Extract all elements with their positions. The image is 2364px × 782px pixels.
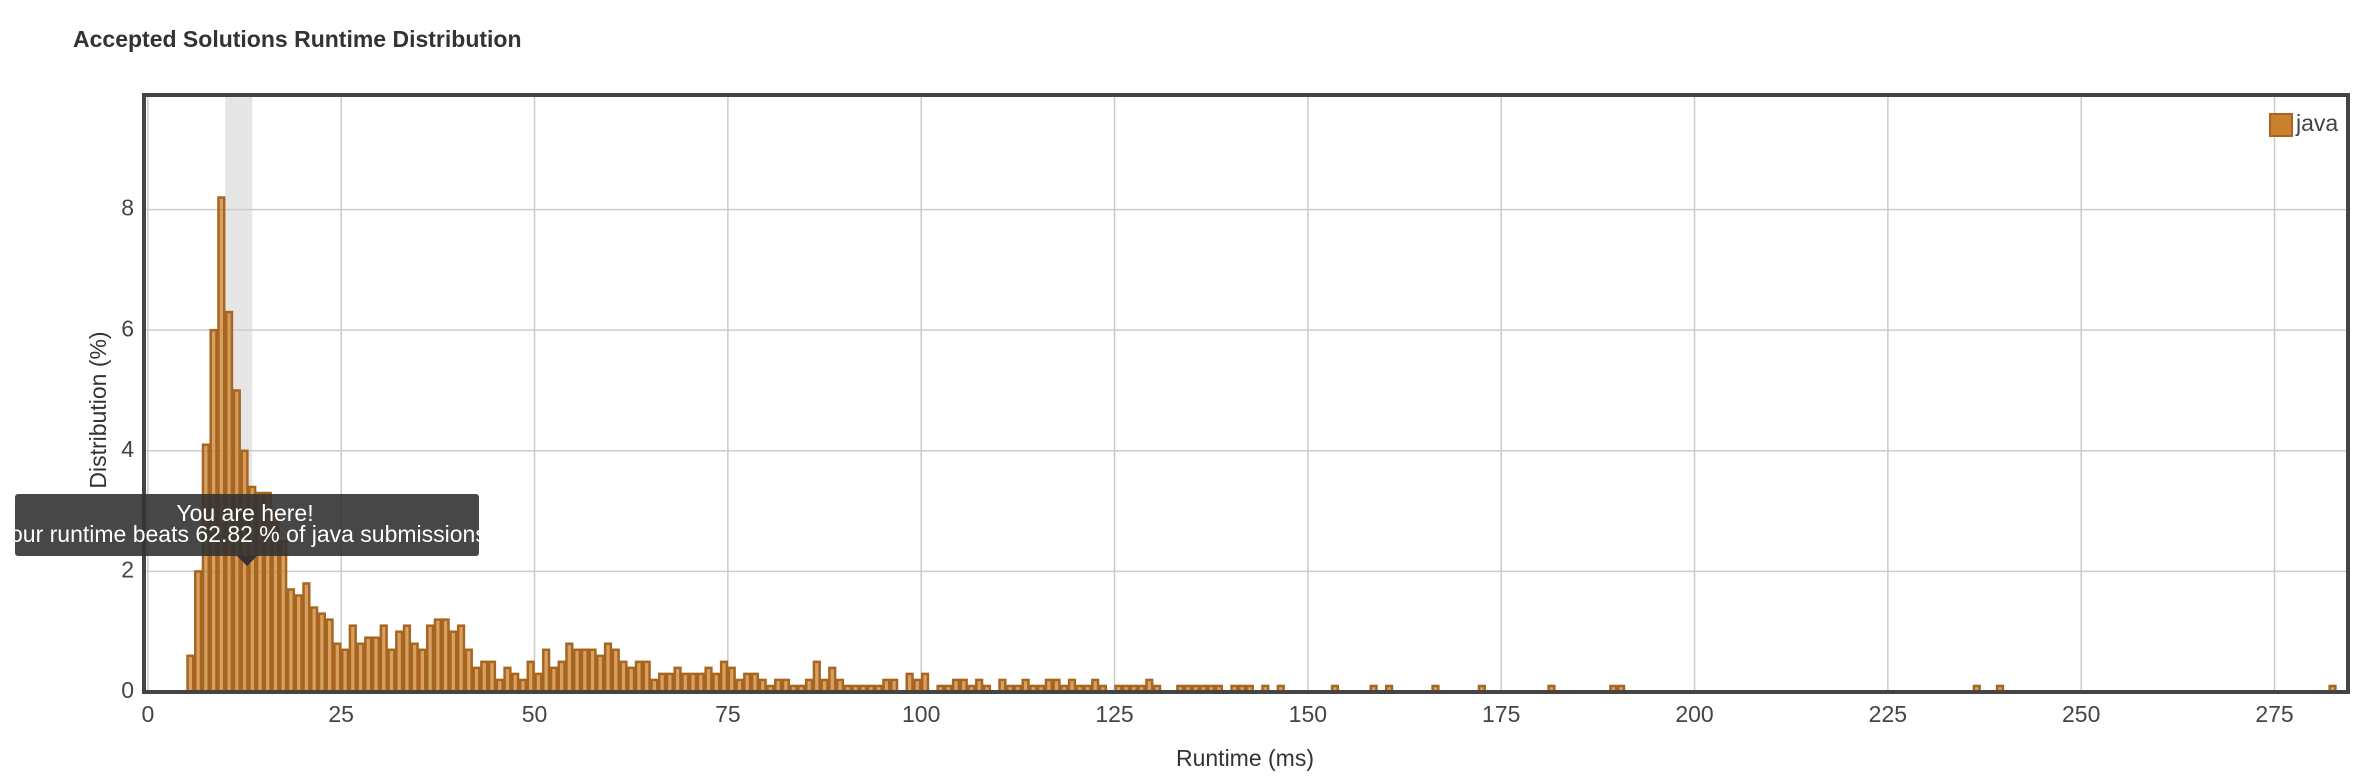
x-tick-label: 250 bbox=[2062, 701, 2100, 727]
bar bbox=[395, 630, 404, 694]
bar bbox=[619, 660, 628, 694]
bar bbox=[542, 648, 551, 694]
bar bbox=[402, 624, 412, 694]
bar bbox=[920, 672, 930, 694]
bar bbox=[456, 624, 466, 694]
x-tick-label: 75 bbox=[715, 701, 741, 727]
bar bbox=[828, 666, 837, 694]
x-tick-label: 25 bbox=[328, 701, 354, 727]
bar bbox=[572, 648, 582, 694]
bar bbox=[410, 642, 419, 694]
bar bbox=[534, 672, 543, 694]
tooltip-line: Your runtime beats 62.82 % of java submi… bbox=[0, 521, 493, 547]
bar bbox=[588, 648, 597, 694]
x-tick-label: 125 bbox=[1095, 701, 1133, 727]
y-tick-label: 8 bbox=[121, 195, 134, 221]
y-axis-label: Distribution (%) bbox=[85, 331, 111, 488]
bar bbox=[603, 642, 613, 694]
bar bbox=[472, 666, 481, 694]
bar bbox=[688, 672, 698, 694]
y-tick-label: 0 bbox=[121, 677, 134, 703]
bar bbox=[286, 588, 296, 694]
tooltip-box bbox=[15, 494, 479, 556]
x-tick-label: 225 bbox=[1869, 701, 1907, 727]
bar bbox=[426, 624, 435, 694]
bar bbox=[433, 618, 442, 694]
bar bbox=[310, 606, 319, 694]
bar bbox=[627, 666, 636, 694]
bar bbox=[526, 660, 535, 694]
bar bbox=[317, 612, 326, 694]
y-tick-label: 6 bbox=[121, 315, 134, 341]
bar bbox=[480, 660, 489, 694]
bar bbox=[441, 618, 450, 694]
bar bbox=[294, 594, 303, 694]
tooltip-arrow bbox=[237, 556, 257, 566]
bar bbox=[549, 666, 558, 694]
x-tick-label: 50 bbox=[522, 701, 548, 727]
bar bbox=[186, 654, 195, 694]
bar bbox=[371, 636, 381, 694]
y-tick-label: 2 bbox=[121, 556, 134, 582]
x-axis-label: Runtime (ms) bbox=[1176, 745, 1314, 771]
bar bbox=[240, 449, 249, 694]
bar bbox=[712, 672, 721, 694]
legend-swatch bbox=[2269, 113, 2293, 137]
bar bbox=[364, 636, 373, 694]
x-tick-label: 275 bbox=[2255, 701, 2293, 727]
bar bbox=[333, 642, 342, 694]
bar bbox=[658, 672, 667, 694]
tooltip: You are here!Your runtime beats 62.82 % … bbox=[0, 494, 493, 566]
tooltip-line: You are here! bbox=[176, 500, 313, 526]
bar bbox=[348, 624, 357, 694]
bar bbox=[487, 660, 497, 694]
legend-label: java bbox=[2295, 110, 2338, 136]
bar bbox=[503, 666, 512, 694]
bar bbox=[611, 648, 620, 694]
bar bbox=[812, 660, 821, 694]
bar bbox=[194, 570, 203, 694]
x-tick-label: 150 bbox=[1289, 701, 1327, 727]
bar bbox=[302, 582, 311, 694]
bar bbox=[449, 630, 458, 694]
bar bbox=[905, 672, 914, 694]
bar bbox=[464, 648, 473, 694]
bar bbox=[634, 660, 644, 694]
bar bbox=[557, 660, 566, 694]
bar bbox=[418, 648, 427, 694]
x-tick-label: 200 bbox=[1675, 701, 1713, 727]
bar bbox=[681, 672, 690, 694]
bar bbox=[665, 672, 674, 694]
x-tick-label: 175 bbox=[1482, 701, 1520, 727]
bar bbox=[719, 660, 729, 694]
bar bbox=[673, 666, 682, 694]
bar bbox=[696, 672, 705, 694]
bar bbox=[387, 648, 396, 694]
bar bbox=[596, 654, 605, 694]
bar bbox=[642, 660, 651, 694]
bar bbox=[704, 666, 713, 694]
bar bbox=[750, 672, 760, 694]
bar bbox=[356, 642, 365, 694]
bar bbox=[565, 642, 574, 694]
bar bbox=[279, 539, 288, 694]
plot-frame bbox=[142, 93, 2350, 694]
y-tick-label: 4 bbox=[121, 436, 134, 462]
bar bbox=[325, 618, 334, 694]
x-tick-label: 100 bbox=[902, 701, 940, 727]
bar bbox=[511, 672, 520, 694]
x-tick-label: 0 bbox=[141, 701, 154, 727]
bar bbox=[340, 648, 350, 694]
bar bbox=[217, 196, 226, 694]
chart-title: Accepted Solutions Runtime Distribution bbox=[73, 26, 522, 52]
bar bbox=[379, 624, 388, 694]
bar bbox=[727, 666, 736, 694]
bar bbox=[580, 648, 589, 694]
bar bbox=[201, 443, 210, 694]
bar bbox=[743, 672, 752, 694]
